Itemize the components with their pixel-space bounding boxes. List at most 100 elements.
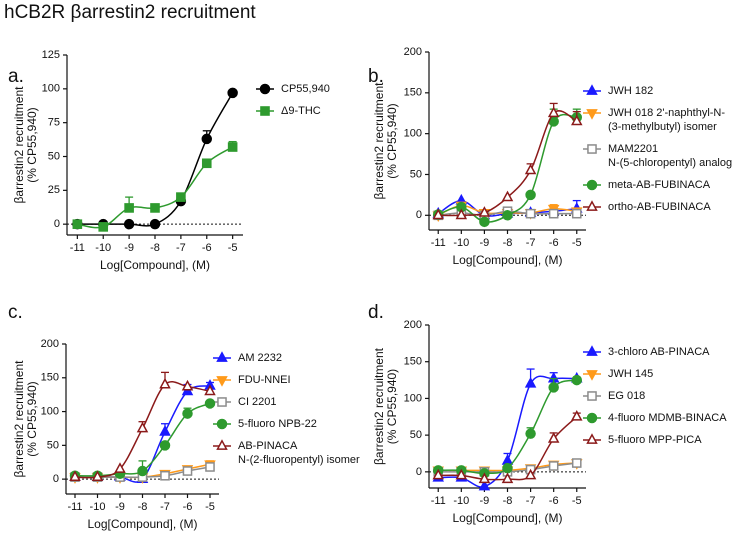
legend-label: N-(5-chloropentyl) analog [608, 157, 732, 169]
y-tick-label: 200 [404, 319, 422, 331]
legend-marker [259, 83, 271, 95]
marker [478, 479, 491, 491]
marker [571, 374, 583, 386]
x-tick-label: -5 [205, 501, 215, 513]
y-axis-label: βarrestin2 recruitment [372, 347, 386, 465]
y-tick-label: 100 [404, 392, 422, 404]
legend-label: 5-fluoro NPB-22 [238, 418, 317, 430]
y-axis-label: βarrestin2 recruitment [12, 360, 26, 478]
marker [159, 425, 171, 436]
x-tick-label: -7 [526, 237, 536, 249]
marker [571, 114, 583, 126]
marker [227, 87, 238, 99]
panel-label: d. [368, 302, 384, 323]
legend-marker [260, 106, 270, 116]
x-tick-label: -8 [503, 237, 513, 249]
marker [571, 208, 582, 219]
y-tick-label: 150 [41, 372, 59, 384]
x-tick-label: -7 [160, 501, 170, 513]
marker [524, 376, 537, 388]
marker [114, 462, 126, 473]
marker [204, 398, 216, 409]
x-tick-label: -5 [572, 495, 582, 507]
legend-label: 3-chloro AB-PINACA [608, 346, 710, 358]
marker [204, 384, 216, 396]
legend-label: CI 2201 [238, 396, 277, 408]
legend-label: Δ9-THC [281, 105, 321, 117]
x-tick-label: -10 [95, 242, 111, 254]
legend-label: CP55,940 [281, 83, 330, 95]
marker [548, 461, 559, 471]
y-tick-label: 100 [42, 83, 60, 95]
marker [227, 142, 238, 152]
marker [455, 208, 468, 220]
marker [205, 462, 215, 472]
marker [547, 106, 560, 118]
marker [182, 408, 193, 419]
marker [478, 472, 491, 484]
y-tick-label: 50 [48, 150, 60, 162]
marker [571, 410, 583, 421]
marker [98, 222, 109, 232]
marker [547, 432, 560, 443]
x-axis-label: Log[Compound], (M) [452, 511, 562, 525]
x-axis-label: Log[Compound], (M) [100, 258, 210, 272]
y-axis-label: (% CP55,940) [25, 107, 39, 182]
x-tick-label: -9 [480, 495, 490, 507]
x-tick-label: -7 [176, 242, 186, 254]
legend-label: JWH 182 [608, 85, 653, 97]
y-tick-label: 50 [410, 429, 422, 441]
legend-marker [586, 370, 598, 381]
legend-marker [587, 391, 597, 401]
marker [182, 466, 193, 476]
marker [91, 470, 104, 482]
legend-label: EG 018 [608, 390, 645, 402]
x-tick-label: -8 [150, 242, 160, 254]
y-tick-label: 100 [404, 128, 422, 140]
marker [525, 428, 536, 439]
x-tick-label: -11 [431, 237, 446, 249]
legend-label: JWH 018 2'-naphthyl-N- [608, 107, 725, 119]
legend-label: FDU-NNEI [238, 374, 291, 386]
legend-marker [216, 351, 228, 362]
x-tick-label: -6 [183, 501, 193, 513]
x-tick-label: -10 [90, 501, 106, 513]
x-axis-label: Log[Compound], (M) [87, 517, 197, 531]
y-tick-label: 125 [42, 49, 60, 61]
x-tick-label: -7 [526, 495, 536, 507]
x-tick-label: -11 [431, 495, 446, 507]
marker [455, 468, 468, 480]
marker [524, 163, 537, 175]
marker [571, 458, 582, 468]
y-tick-label: 200 [41, 338, 59, 350]
legend-marker [586, 200, 598, 211]
x-tick-label: -11 [70, 242, 85, 254]
y-axis-label: (% CP55,940) [385, 103, 399, 178]
legend-marker [217, 397, 227, 407]
y-axis-label: (% CP55,940) [25, 381, 39, 456]
marker [176, 192, 186, 202]
marker [160, 470, 170, 481]
y-axis-label: βarrestin2 recruitment [12, 86, 26, 204]
y-axis-label: βarrestin2 recruitment [372, 82, 386, 200]
legend-marker [586, 109, 598, 120]
y-tick-label: 0 [53, 473, 59, 485]
x-tick-label: -5 [572, 237, 582, 249]
legend-label: 4-fluoro MDMB-BINACA [608, 412, 727, 424]
marker [524, 468, 537, 480]
marker [123, 218, 135, 230]
legend-label: 5-fluoro MPP-PICA [608, 434, 702, 446]
x-tick-label: -11 [67, 501, 82, 513]
marker [124, 203, 134, 213]
x-tick-label: -9 [124, 242, 134, 254]
marker [502, 210, 513, 221]
y-tick-label: 75 [48, 117, 60, 129]
legend-marker [586, 179, 598, 191]
legend-marker [216, 418, 228, 430]
y-tick-label: 150 [404, 356, 422, 368]
y-tick-label: 200 [404, 46, 422, 58]
marker [501, 454, 514, 465]
marker [201, 158, 212, 169]
x-tick-label: -8 [138, 501, 148, 513]
marker [525, 189, 536, 201]
